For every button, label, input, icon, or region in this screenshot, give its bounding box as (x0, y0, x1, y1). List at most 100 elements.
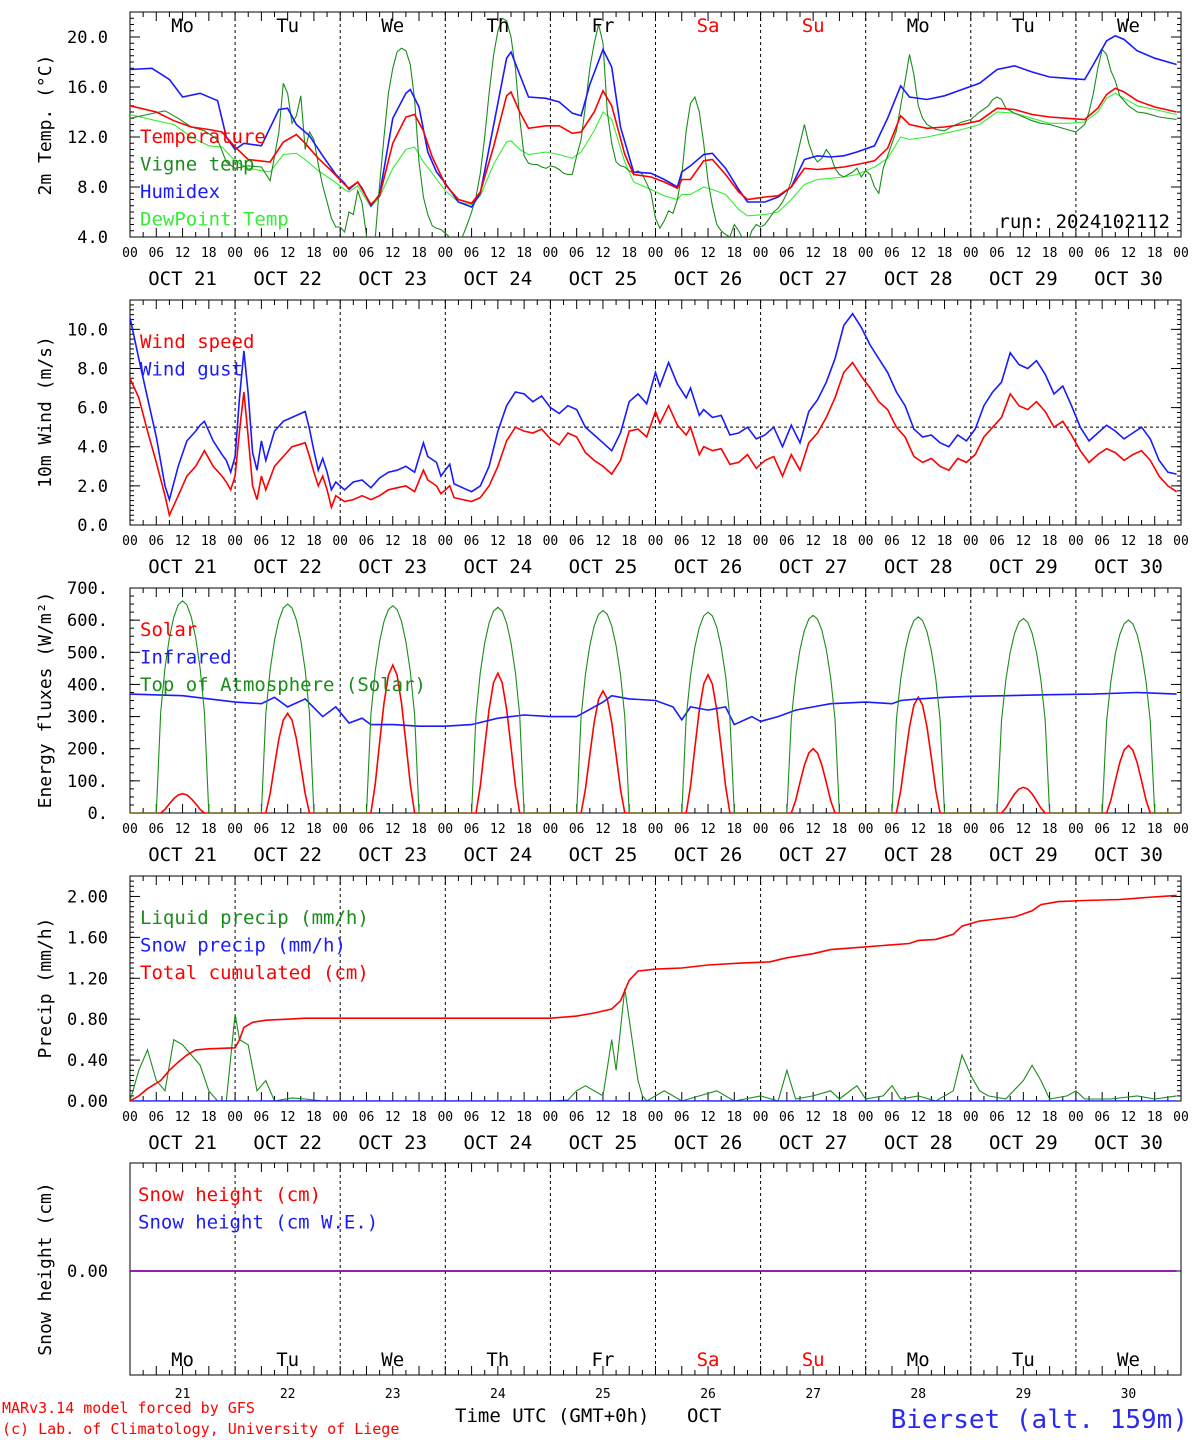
hour-label: 06 (989, 534, 1005, 549)
hour-label: 00 (1068, 1110, 1084, 1125)
hour-label: 18 (306, 1110, 322, 1125)
date-label: OCT 29 (989, 556, 1058, 578)
date-label: OCT 24 (464, 268, 533, 290)
hour-label: 12 (175, 822, 191, 837)
legend-vigne-temp: Vigne temp (140, 154, 254, 176)
date-label: OCT 25 (569, 268, 638, 290)
hour-label: 06 (569, 1110, 585, 1125)
hour-label: 18 (1147, 1110, 1163, 1125)
hour-label: 00 (437, 822, 453, 837)
hour-label: 00 (543, 246, 559, 261)
hour-label: 18 (726, 822, 742, 837)
hour-label: 12 (175, 534, 191, 549)
date-label: OCT 29 (989, 844, 1058, 866)
hour-label: 06 (148, 822, 164, 837)
hour-label: 18 (726, 1110, 742, 1125)
hour-label: 18 (1147, 246, 1163, 261)
date-label: OCT 24 (464, 556, 533, 578)
series-top-of-atmosphere-solar- (130, 600, 1177, 813)
hour-label: 18 (621, 822, 637, 837)
date-label: OCT 27 (779, 1132, 848, 1154)
hour-label: 12 (280, 534, 296, 549)
day-name: We (381, 15, 404, 37)
legend-wind-gust: Wind gust (140, 359, 243, 381)
y-tick-label: 0. (88, 804, 108, 824)
hour-label: 00 (753, 822, 769, 837)
hour-label: 12 (910, 1110, 926, 1125)
hour-label: 00 (122, 534, 138, 549)
date-label: OCT 27 (779, 844, 848, 866)
hour-label: 18 (832, 534, 848, 549)
hour-label: 12 (1121, 822, 1137, 837)
y-tick-label: 1.60 (67, 928, 108, 948)
day-name: Fr (592, 1349, 615, 1371)
hour-label: 18 (411, 534, 427, 549)
date-label: OCT 28 (884, 268, 953, 290)
y-tick-label: 0.00 (67, 1262, 108, 1282)
date-label: OCT 24 (464, 844, 533, 866)
date-label: OCT 28 (884, 844, 953, 866)
date-label: OCT 23 (358, 556, 427, 578)
hour-label: 18 (621, 246, 637, 261)
hour-label: 06 (674, 1110, 690, 1125)
day-name: Su (802, 1349, 825, 1371)
day-name: Mo (171, 15, 194, 37)
hour-label: 18 (1147, 822, 1163, 837)
y-tick-label: 0.00 (67, 1092, 108, 1112)
date-label: OCT 23 (358, 844, 427, 866)
day-name: We (1117, 1349, 1140, 1371)
hour-label: 00 (437, 1110, 453, 1125)
hour-label: 18 (726, 534, 742, 549)
hour-label: 00 (1068, 246, 1084, 261)
hour-label: 18 (832, 822, 848, 837)
hour-label: 12 (280, 822, 296, 837)
date-label: OCT 28 (884, 556, 953, 578)
hour-label: 18 (937, 822, 953, 837)
hour-label: 06 (569, 534, 585, 549)
hour-label: 18 (411, 246, 427, 261)
date-label: OCT 21 (148, 1132, 217, 1154)
y-tick-label: 2.0 (77, 477, 108, 497)
day-name: Th (486, 15, 509, 37)
panel-3: 0. 100. 200. 300. 400. 500. 600. 700. Energy flu… (35, 579, 1189, 866)
legend-temperature: Temperature (140, 126, 266, 148)
panel-2: 0.0 2.0 4.0 6.0 8.0 10.0 10m Wind (m/s) Wind sp… (35, 299, 1189, 578)
hour-label: 06 (359, 1110, 375, 1125)
y-tick-label: 0.80 (67, 1010, 108, 1030)
date-label: OCT 26 (674, 556, 743, 578)
y-tick-label: 700. (67, 579, 108, 599)
hour-label: 12 (490, 1110, 506, 1125)
hour-label: 12 (385, 822, 401, 837)
hour-label: 06 (779, 822, 795, 837)
day-name: We (1117, 15, 1140, 37)
hour-label: 00 (963, 1110, 979, 1125)
date-label: OCT 30 (1094, 556, 1163, 578)
hour-label: 18 (516, 534, 532, 549)
hour-label: 12 (1121, 1110, 1137, 1125)
hour-label: 12 (910, 822, 926, 837)
hour-label: 06 (884, 822, 900, 837)
hour-label: 12 (595, 822, 611, 837)
series-infrared (130, 691, 1177, 727)
hour-label: 12 (1121, 246, 1137, 261)
y-tick-label: 100. (67, 772, 108, 792)
date-label: OCT 22 (253, 556, 322, 578)
panels: 4.0 8.0 12.0 16.0 20.0 2m Temp. (°C) Temperatu… (35, 11, 1189, 1402)
hour-label: 18 (516, 1110, 532, 1125)
hour-label: 00 (543, 822, 559, 837)
hour-label: 18 (1042, 534, 1058, 549)
hour-label: 12 (595, 534, 611, 549)
date-label: OCT 23 (358, 1132, 427, 1154)
hour-label: 00 (858, 534, 874, 549)
hour-label: 12 (490, 246, 506, 261)
hour-label: 06 (779, 534, 795, 549)
hour-label: 06 (254, 534, 270, 549)
y-tick-label: 0.0 (77, 516, 108, 536)
hour-label: 12 (1016, 534, 1032, 549)
hour-label: 06 (989, 822, 1005, 837)
hour-label: 18 (832, 1110, 848, 1125)
date-label: OCT 22 (253, 268, 322, 290)
hour-label: 18 (1042, 1110, 1058, 1125)
series-dewpoint-temp (130, 92, 1177, 217)
